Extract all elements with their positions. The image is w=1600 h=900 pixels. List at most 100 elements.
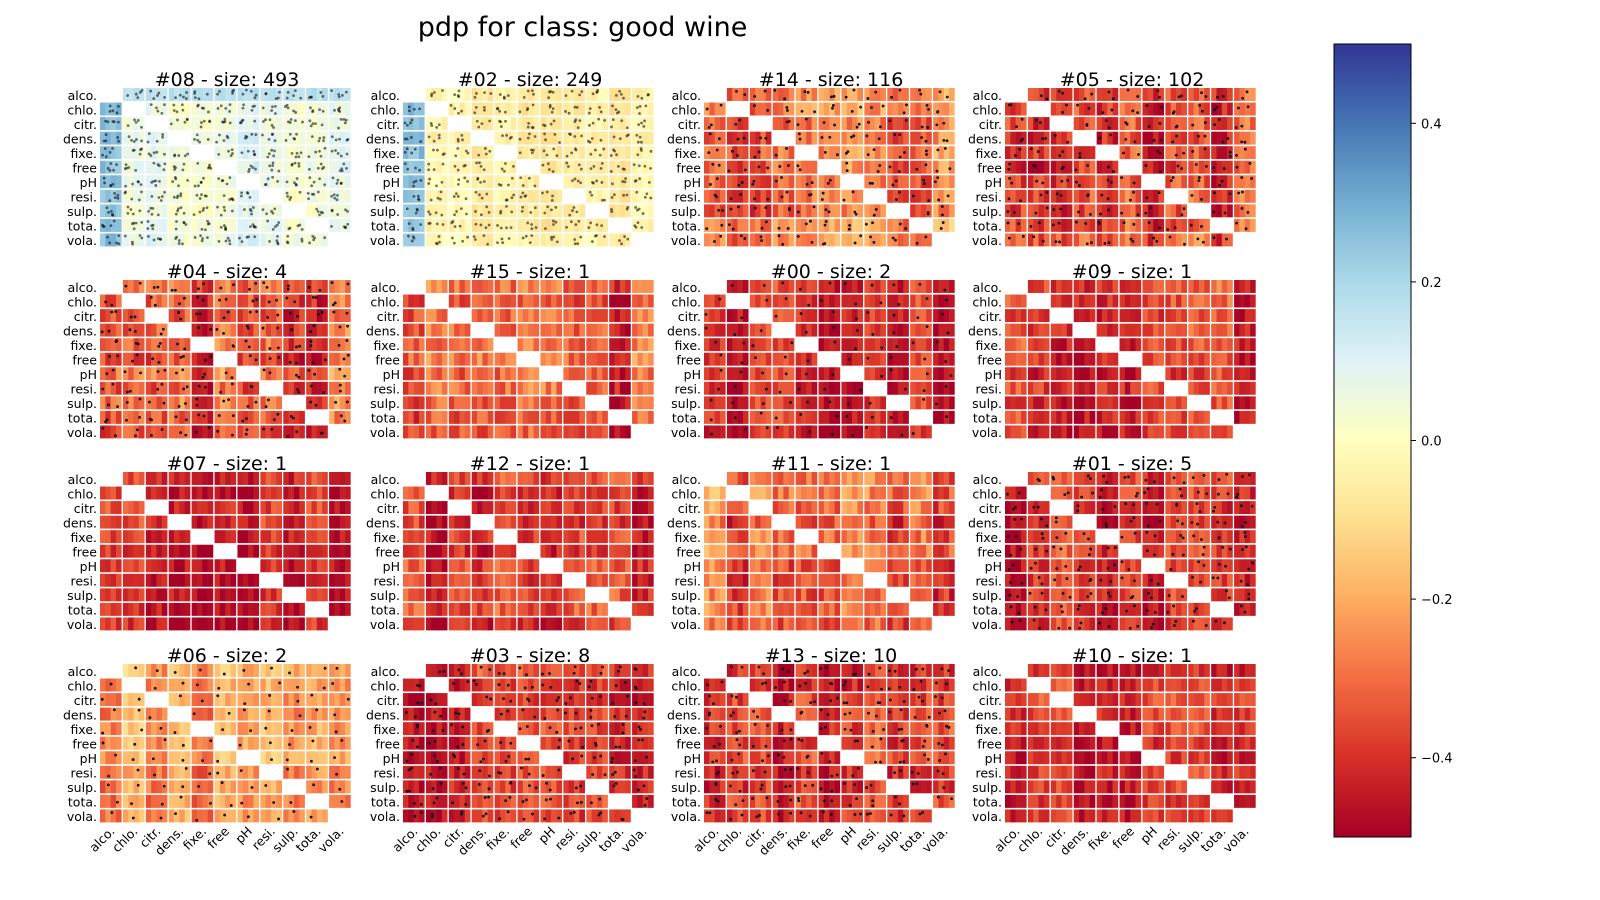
pdp-band (875, 175, 881, 189)
data-point (246, 404, 250, 408)
pdp-band (459, 352, 466, 366)
pdp-band (1124, 88, 1131, 101)
data-point (526, 89, 530, 93)
data-point (275, 298, 278, 302)
pdp-band (464, 218, 471, 232)
pdp-band (299, 218, 305, 232)
data-point (1098, 136, 1102, 140)
pdp-band (648, 367, 654, 381)
pdp-band (522, 425, 529, 439)
data-point (578, 119, 582, 123)
pdp-cell (1234, 189, 1256, 203)
pdp-cell (1119, 146, 1142, 160)
pdp-panel: #02 - size: 249alco.chlo.citr.dens.fixe.… (366, 69, 654, 248)
pdp-band (540, 218, 547, 232)
pdp-band (528, 280, 534, 293)
pdp-band (436, 309, 443, 323)
pdp-cell (609, 146, 631, 160)
pdp-band (1234, 88, 1240, 101)
pdp-band (133, 204, 140, 218)
pdp-band (191, 117, 198, 131)
data-point (571, 179, 574, 183)
pdp-cell (1096, 218, 1119, 232)
pdp-band (800, 88, 807, 101)
data-point (416, 194, 420, 198)
pdp-band (1204, 131, 1210, 145)
pdp-band (128, 425, 134, 439)
pdp-band (1124, 102, 1131, 116)
pdp-band (408, 175, 414, 189)
data-point (134, 120, 138, 124)
data-point (206, 219, 209, 223)
pdp-band (1061, 146, 1068, 160)
pdp-band (464, 160, 471, 174)
pdp-band (311, 204, 318, 218)
pdp-band (436, 338, 443, 352)
pdp-band (1079, 88, 1085, 101)
pdp-cell (772, 160, 795, 174)
data-point (228, 110, 232, 113)
data-point (294, 155, 298, 159)
pdp-band (408, 396, 414, 410)
pdp-cell (540, 146, 563, 160)
pdp-cell (448, 294, 471, 308)
data-point (442, 152, 446, 156)
pdp-band (230, 425, 237, 439)
data-point (274, 97, 278, 101)
pdp-cell (910, 88, 932, 101)
data-point (1180, 167, 1183, 170)
pdp-band (339, 160, 346, 174)
data-point (622, 96, 625, 100)
y-tick-label: citr. (377, 117, 400, 132)
pdp-band (864, 117, 870, 131)
data-point (637, 164, 641, 168)
pdp-band (202, 204, 208, 218)
data-point (208, 165, 211, 169)
pdp-band (522, 309, 529, 323)
pdp-band (196, 160, 203, 174)
data-point (830, 95, 833, 99)
data-point (1136, 95, 1140, 98)
pdp-band (230, 410, 237, 424)
pdp-band (625, 131, 631, 145)
data-point (483, 91, 486, 95)
pdp-band (1176, 102, 1182, 116)
data-point (410, 118, 414, 122)
pdp-cell (1234, 131, 1256, 145)
pdp-band (339, 175, 346, 189)
figure-title: pdp for class: good wine (417, 12, 748, 43)
pdp-band (482, 294, 489, 308)
pdp-band (168, 146, 175, 160)
pdp-cell (214, 410, 237, 424)
pdp-band (299, 352, 305, 366)
data-point (109, 162, 113, 165)
pdp-band (237, 396, 244, 410)
pdp-band (749, 189, 756, 203)
pdp-band (230, 309, 237, 323)
pdp-band (574, 233, 580, 247)
pdp-band (207, 117, 214, 131)
pdp-band (1211, 233, 1217, 247)
data-point (565, 154, 569, 158)
data-point (240, 151, 244, 155)
data-point (626, 205, 630, 209)
data-point (1204, 95, 1208, 98)
pdp-band (145, 88, 152, 101)
pdp-cell (864, 175, 886, 189)
data-point (591, 92, 595, 96)
data-point (1077, 184, 1081, 187)
pdp-band (253, 294, 260, 308)
pdp-band (276, 294, 282, 308)
pdp-band (248, 88, 254, 101)
pdp-band (1112, 117, 1119, 131)
data-point (338, 383, 342, 387)
data-point (248, 208, 252, 211)
pdp-band (528, 88, 534, 101)
pdp-band (834, 218, 841, 232)
pdp-cell (100, 352, 122, 366)
pdp-cell (609, 323, 631, 337)
pdp-band (214, 309, 221, 323)
pdp-band (260, 160, 266, 174)
pdp-band (431, 280, 437, 293)
pdp-band (1135, 117, 1142, 131)
